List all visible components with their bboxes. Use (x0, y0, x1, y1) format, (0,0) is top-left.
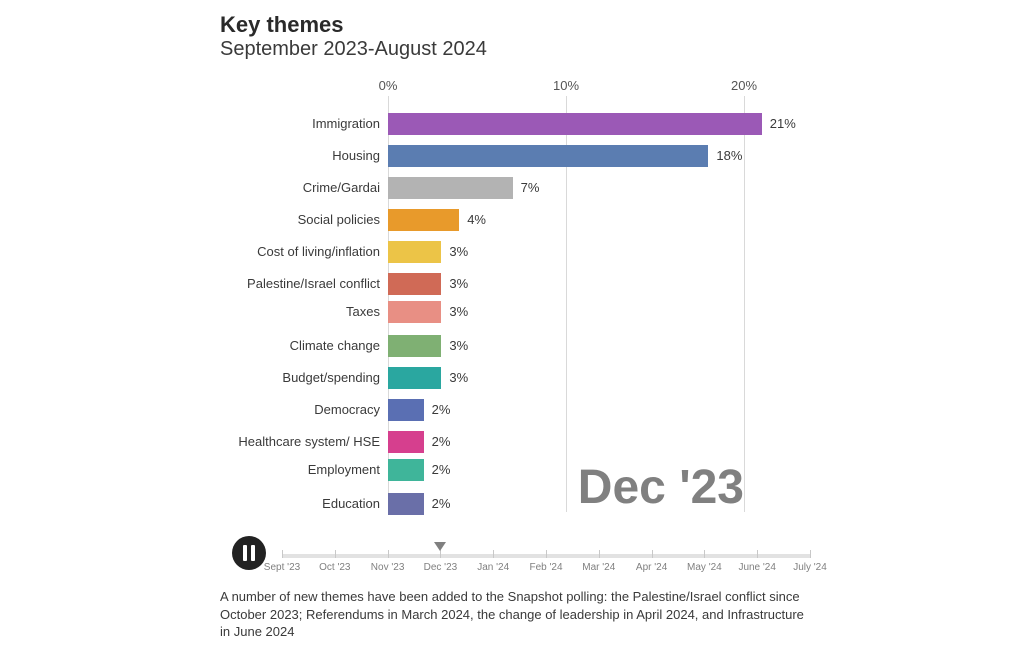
timeline-marker[interactable] (434, 542, 446, 551)
timeline-tick-label: Dec '23 (424, 562, 458, 573)
category-label: Democracy (220, 398, 380, 422)
bar-row: Climate change 3% (220, 334, 810, 358)
timeline-tick-label: Jan '24 (477, 562, 509, 573)
x-axis-tick-label: 0% (379, 78, 398, 93)
timeline-tick (704, 550, 705, 558)
timeline-track[interactable]: Sept '23Oct '23Nov '23Dec '23Jan '24Feb … (282, 554, 810, 558)
bar-row: Budget/spending 3% (220, 366, 810, 390)
timeline-tick-label: May '24 (687, 562, 722, 573)
timeline-tick-label: Sept '23 (264, 562, 300, 573)
bar-row: Employment 2% (220, 458, 810, 482)
chart-container: Key themes September 2023-August 2024 0%… (0, 0, 1020, 650)
value-label: 3% (449, 300, 468, 324)
bar-row: Healthcare system/ HSE 2% (220, 430, 810, 454)
bar (388, 367, 441, 389)
timeline: Sept '23 Oct '23 Nov '23 Dec '23 Jan '24 Feb … (220, 530, 810, 580)
bar (388, 399, 424, 421)
value-label: 3% (449, 334, 468, 358)
category-label: Budget/spending (220, 366, 380, 390)
value-label: 2% (432, 430, 451, 454)
category-label: Taxes (220, 300, 380, 324)
bar (388, 113, 762, 135)
bar-row: Crime/Gardai 7% (220, 176, 810, 200)
bar (388, 431, 424, 453)
timeline-tick (652, 550, 653, 558)
timeline-tick-label: June '24 (738, 562, 776, 573)
timeline-tick (388, 550, 389, 558)
timeline-tick (546, 550, 547, 558)
timeline-tick (440, 550, 441, 558)
bar-row: Education 2% (220, 492, 810, 516)
bar-row: Cost of living/inflation 3% (220, 240, 810, 264)
bar (388, 493, 424, 515)
category-label: Palestine/Israel conflict (220, 272, 380, 296)
bar-row: Taxes 3% (220, 300, 810, 324)
category-label: Healthcare system/ HSE (220, 430, 380, 454)
chart-title: Key themes (220, 12, 344, 38)
bar (388, 459, 424, 481)
timeline-tick-label: Apr '24 (636, 562, 667, 573)
timeline-tick (493, 550, 494, 558)
bar-row: Immigration 21% (220, 112, 810, 136)
bar (388, 145, 708, 167)
value-label: 3% (449, 366, 468, 390)
bar-chart: 0% 10% 20% Dec '23 Immigration21%Housing… (220, 78, 810, 518)
value-label: 4% (467, 208, 486, 232)
category-label: Cost of living/inflation (220, 240, 380, 264)
category-label: Immigration (220, 112, 380, 136)
timeline-tick (335, 550, 336, 558)
bar (388, 241, 441, 263)
value-label: 2% (432, 458, 451, 482)
footnote: A number of new themes have been added t… (220, 588, 810, 641)
bar (388, 301, 441, 323)
bar-row: Democracy 2% (220, 398, 810, 422)
category-label: Social policies (220, 208, 380, 232)
value-label: 2% (432, 398, 451, 422)
category-label: Housing (220, 144, 380, 168)
timeline-tick (757, 550, 758, 558)
timeline-tick-label: Nov '23 (371, 562, 405, 573)
category-label: Employment (220, 458, 380, 482)
timeline-tick-label: July '24 (793, 562, 827, 573)
value-label: 18% (716, 144, 742, 168)
play-pause-button[interactable] (232, 536, 266, 570)
value-label: 7% (521, 176, 540, 200)
value-label: 2% (432, 492, 451, 516)
bar (388, 335, 441, 357)
bar (388, 273, 441, 295)
category-label: Climate change (220, 334, 380, 358)
timeline-tick (810, 550, 811, 558)
value-label: 3% (449, 240, 468, 264)
bar (388, 177, 513, 199)
bar (388, 209, 459, 231)
value-label: 3% (449, 272, 468, 296)
timeline-tick (599, 550, 600, 558)
timeline-tick (282, 550, 283, 558)
x-axis-tick-label: 20% (731, 78, 757, 93)
pause-icon (243, 545, 255, 561)
timeline-tick-label: Oct '23 (319, 562, 350, 573)
bar-row: Housing 18% (220, 144, 810, 168)
category-label: Education (220, 492, 380, 516)
timeline-tick-label: Feb '24 (529, 562, 562, 573)
timeline-tick-label: Mar '24 (582, 562, 615, 573)
bar-row: Social policies 4% (220, 208, 810, 232)
chart-subtitle: September 2023-August 2024 (220, 38, 487, 61)
x-axis-tick-label: 10% (553, 78, 579, 93)
bar-row: Palestine/Israel conflict 3% (220, 272, 810, 296)
value-label: 21% (770, 112, 796, 136)
category-label: Crime/Gardai (220, 176, 380, 200)
